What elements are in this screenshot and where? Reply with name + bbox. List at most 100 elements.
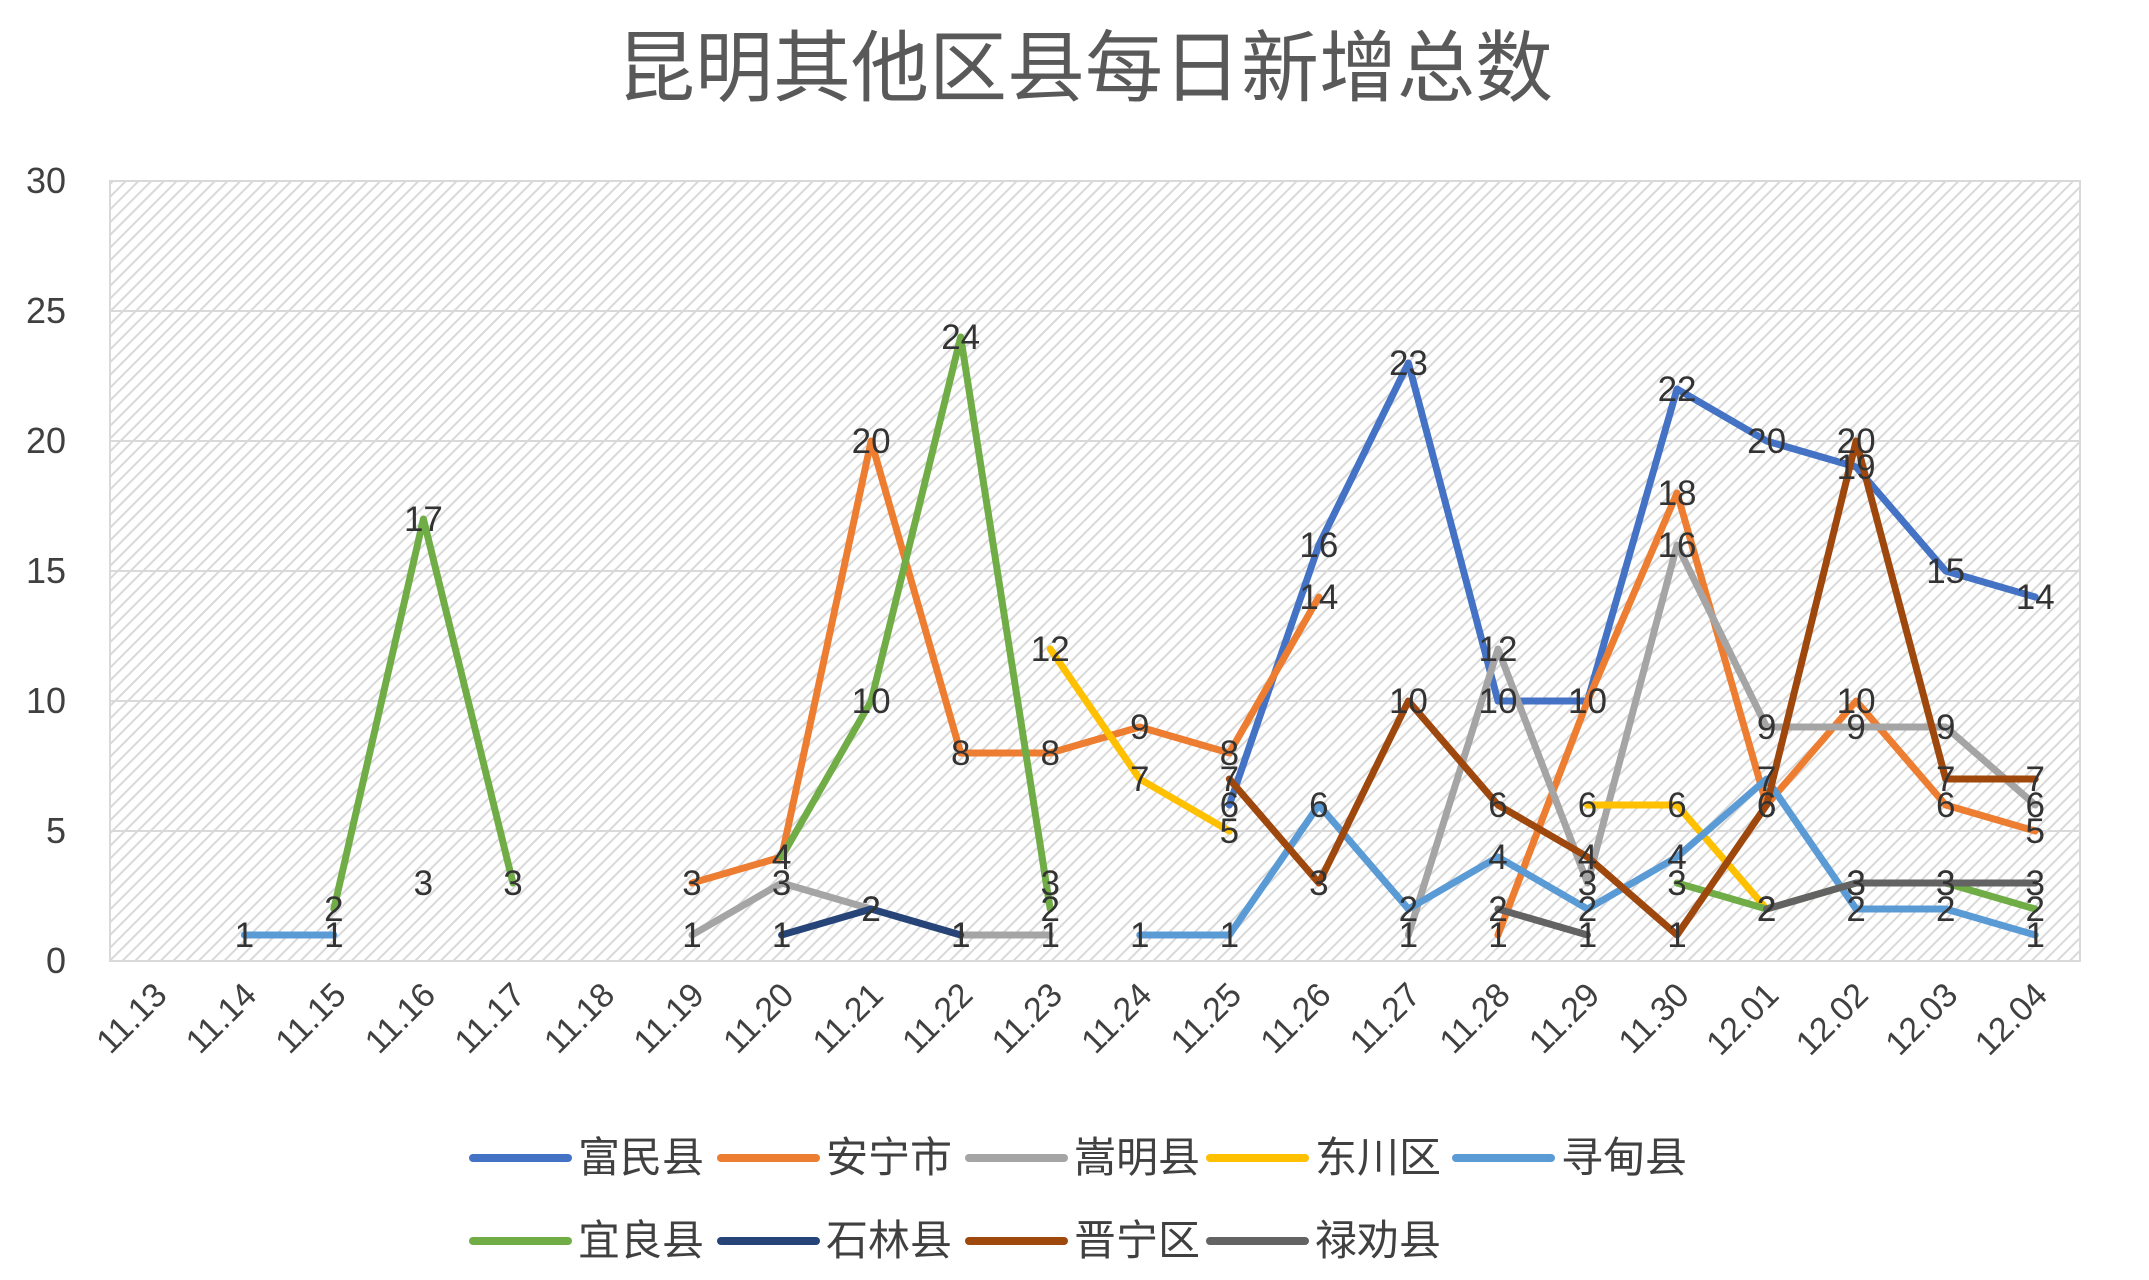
x-tick-label: 11.23 [985,976,1070,1061]
data-label: 4 [1578,838,1597,877]
x-axis: 11.13 11.14 11.15 11.16 11.17 11.18 11.19 11.20… [89,976,2055,1063]
data-label: 6 [2025,786,2044,825]
y-tick-label: 20 [26,420,66,461]
x-tick-label: 12.02 [1789,976,1876,1063]
data-label: 16 [1299,526,1338,565]
series-line [778,333,1054,913]
y-tick-label: 25 [26,290,66,331]
legend-label: 嵩明县 [1074,1133,1200,1182]
y-tick-label: 5 [46,810,66,851]
data-label: 2 [861,890,880,929]
data-label: 6 [1220,786,1239,825]
data-label: 2 [2025,890,2044,929]
x-tick-label: 11.27 [1343,976,1428,1061]
legend-label: 宜良县 [578,1216,704,1265]
data-label: 3 [503,864,522,903]
data-label: 6 [1936,786,1955,825]
series-line [330,515,517,913]
series-line [778,905,965,939]
data-label: 1 [1399,916,1418,955]
data-label: 1 [1040,916,1059,955]
data-label: 2 [1936,890,1955,929]
x-tick-label: 11.26 [1253,976,1338,1061]
data-label: 6 [1667,786,1686,825]
x-tick-label: 11.13 [89,976,174,1061]
data-label: 10 [1389,682,1428,721]
data-label: 19 [1837,448,1876,487]
data-label: 1 [682,916,701,955]
data-label: 1 [951,916,970,955]
data-label: 17 [404,500,443,539]
data-label: 1 [1130,916,1149,955]
data-label: 6 [1757,786,1776,825]
data-label: 3 [1040,864,1059,903]
data-label: 1 [2025,916,2044,955]
data-label: 23 [1389,344,1428,383]
data-label: 1 [772,916,791,955]
data-label: 4 [772,838,791,877]
x-tick-label: 11.14 [179,976,264,1061]
data-label: 2 [1488,890,1507,929]
data-label: 3 [772,864,791,903]
series-line [1763,879,2039,913]
legend-label: 寻甸县 [1561,1133,1687,1182]
data-label: 3 [1846,864,1865,903]
data-label: 12 [1478,630,1517,669]
data-label: 7 [2025,760,2044,799]
data-label: 24 [941,318,980,357]
data-label: 4 [1488,838,1507,877]
x-tick-label: 11.17 [447,976,532,1061]
data-label: 2 [1757,890,1776,929]
data-label: 10 [1478,682,1517,721]
data-label: 1 [324,916,343,955]
series-line [1584,801,1771,913]
x-tick-label: 12.03 [1878,976,1965,1063]
data-label: 22 [1658,370,1697,409]
x-tick-label: 11.29 [1522,976,1607,1061]
data-label: 7 [1757,760,1776,799]
data-label: 3 [1309,864,1328,903]
data-label: 1 [1488,916,1507,955]
data-label: 2 [1399,890,1418,929]
legend-label: 东川区 [1315,1133,1441,1182]
data-label: 8 [1040,734,1059,773]
x-tick-label: 11.19 [626,976,711,1061]
data-label: 3 [1667,864,1686,903]
series-line [1225,359,2039,809]
y-tick-label: 30 [26,160,66,201]
x-tick-label: 11.25 [1164,976,1249,1061]
data-label: 7 [1936,760,1955,799]
series-line [1046,645,1233,835]
data-label: 7 [1220,760,1239,799]
data-label: 3 [682,864,701,903]
data-label: 1 [1578,916,1597,955]
legend-label: 石林县 [826,1216,952,1265]
x-tick-label: 11.22 [895,976,980,1061]
data-label: 7 [1130,760,1149,799]
data-label: 2 [861,890,880,929]
data-label: 2 [1757,890,1776,929]
y-tick-label: 15 [26,550,66,591]
x-tick-label: 11.30 [1611,976,1696,1061]
data-label: 1 [1667,916,1686,955]
data-label: 2 [1757,890,1776,929]
data-label: 4 [1667,838,1686,877]
data-label: 3 [414,864,433,903]
data-label: 5 [2025,812,2044,851]
x-tick-label: 11.20 [716,976,801,1061]
data-label: 20 [1837,422,1876,461]
data-label: 3 [1578,864,1597,903]
series-line [1494,905,1591,939]
data-label: 6 [1757,786,1776,825]
data-label: 12 [1031,630,1070,669]
data-label: 5 [1220,812,1239,851]
series-line [1225,437,2039,939]
data-label: 2 [1578,890,1597,929]
x-tick-label: 12.01 [1699,976,1786,1063]
data-label: 20 [852,422,891,461]
series-line [688,437,1323,887]
x-tick-label: 11.24 [1074,976,1159,1061]
legend-label: 晋宁区 [1074,1216,1200,1265]
